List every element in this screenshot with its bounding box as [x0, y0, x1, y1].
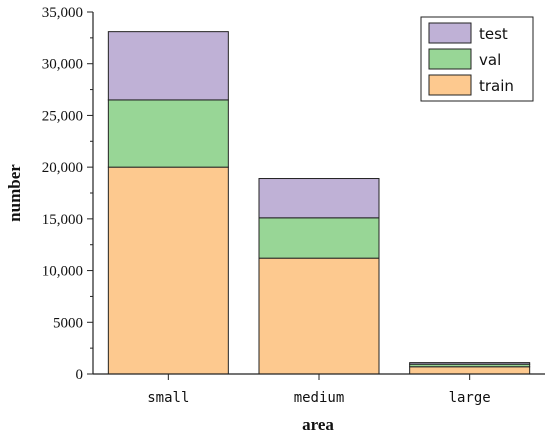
- legend-swatch-test: [428, 22, 472, 44]
- x-tick-label-large: large: [449, 390, 491, 406]
- legend-swatch-train: [428, 74, 472, 96]
- bar-val-small: [107, 99, 229, 168]
- y-tick-label-20000: 20,000: [42, 160, 83, 176]
- bar-test-medium: [258, 178, 380, 219]
- legend-swatch-val: [428, 48, 472, 70]
- x-axis-title: area: [302, 415, 334, 434]
- legend-label-test: test: [479, 25, 508, 43]
- labels-layer: area number: [5, 164, 334, 434]
- x-tick-label-medium: medium: [294, 390, 345, 406]
- legend-label-train: train: [479, 77, 514, 95]
- bar-test-small: [107, 31, 229, 101]
- y-tick-label-15000: 15,000: [42, 212, 83, 228]
- bars-layer: [107, 31, 531, 375]
- bar-train-large: [409, 366, 531, 375]
- y-tick-label-25000: 25,000: [42, 108, 83, 124]
- y-tick-label-0: 0: [76, 367, 84, 383]
- bar-test-large: [409, 362, 531, 365]
- bar-val-medium: [258, 217, 380, 259]
- y-tick-label-10000: 10,000: [42, 264, 83, 280]
- bar-train-medium: [258, 257, 380, 375]
- x-tick-label-small: small: [147, 390, 189, 406]
- bar-train-small: [107, 166, 229, 375]
- y-tick-label-35000: 35,000: [42, 5, 83, 21]
- y-tick-label-5000: 5000: [53, 315, 83, 331]
- legend-label-val: val: [479, 51, 501, 69]
- y-axis-title: number: [5, 164, 24, 222]
- y-tick-label-30000: 30,000: [42, 57, 83, 73]
- legend: test val train: [420, 16, 534, 102]
- axes-layer: small medium large 0 5000 10,000 15,000 20,000 2…: [42, 5, 545, 406]
